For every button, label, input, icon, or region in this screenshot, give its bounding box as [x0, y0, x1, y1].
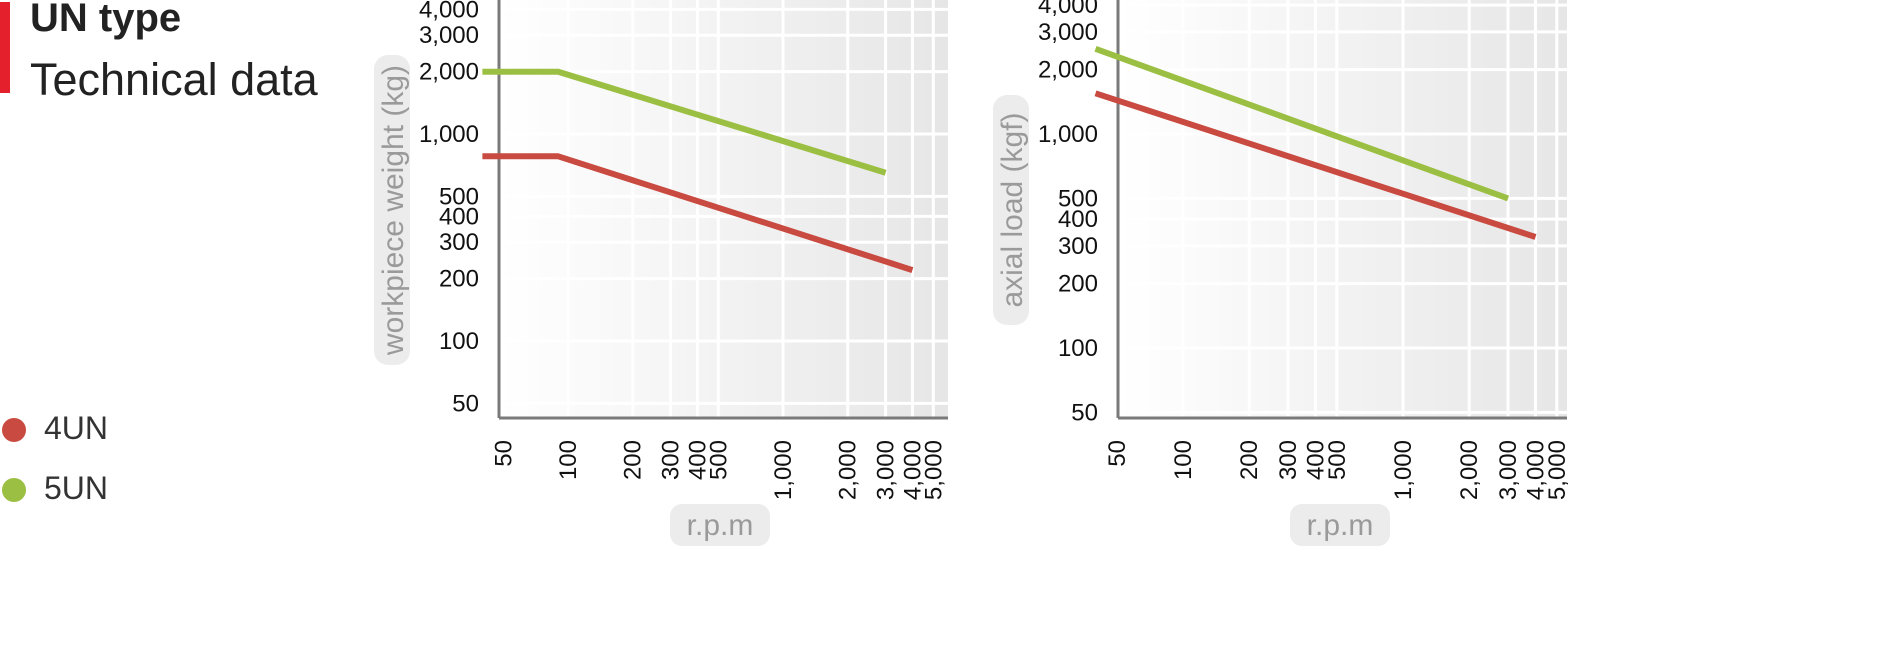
x-tick-label: 4,000	[1522, 440, 1549, 500]
y-tick-label: 3,000	[1038, 19, 1098, 46]
page-subtitle: Technical data	[30, 54, 318, 105]
x-tick-label: 500	[705, 440, 732, 480]
x-tick-label: 3,000	[1495, 440, 1522, 500]
page-title: UN type	[30, 0, 182, 40]
x-tick-label: 200	[1236, 440, 1263, 480]
x-tick-label: 300	[1275, 440, 1302, 480]
x-tick-label: 2,000	[1456, 440, 1483, 500]
series-line-4un	[1094, 90, 1537, 240]
y-tick-label: 500	[439, 183, 479, 210]
y-tick-label: 2,000	[1038, 57, 1098, 84]
series-line-4un	[482, 153, 914, 273]
x-tick-label: 50	[490, 440, 517, 467]
y-tick-label: 50	[452, 390, 479, 417]
x-tick-label: 400	[684, 440, 711, 480]
y-tick-label: 500	[1058, 185, 1098, 212]
x-axis-label-bg	[1290, 504, 1390, 546]
x-tick-label: 500	[1324, 440, 1351, 480]
y-tick-label: 300	[1058, 233, 1098, 260]
x-tick-label: 200	[620, 440, 647, 480]
x-axis-label-bg	[670, 504, 770, 546]
y-tick-label: 100	[1058, 335, 1098, 362]
x-tick-label: 1,000	[1390, 440, 1417, 500]
plot-background	[1118, 0, 1567, 418]
series-line-5un	[482, 68, 887, 176]
legend-item-4un: 4UN	[0, 410, 200, 450]
x-tick-label: 100	[1170, 440, 1197, 480]
y-tick-label: 1,000	[1038, 121, 1098, 148]
title-accent-bar	[0, 2, 10, 93]
x-tick-label: 4,000	[899, 440, 926, 500]
x-tick-label: 300	[658, 440, 685, 480]
x-tick-label: 2,000	[835, 440, 862, 500]
legend-dot-4un	[2, 418, 26, 442]
y-tick-label: 50	[1071, 399, 1098, 426]
series-line-5un	[1094, 45, 1510, 202]
y-tick-label: 200	[1058, 271, 1098, 298]
y-tick-label: 100	[439, 328, 479, 355]
y-tick-label: 300	[439, 229, 479, 256]
y-axis-label-bg	[993, 95, 1029, 325]
y-tick-label: 3,000	[419, 22, 479, 49]
x-tick-label: 5,000	[920, 440, 947, 500]
y-axis-label: axial load (kgf)	[996, 112, 1029, 307]
legend-dot-5un	[2, 478, 26, 502]
y-tick-label: 200	[439, 266, 479, 293]
x-axis-label: r.p.m	[687, 509, 754, 542]
legend-item-5un: 5UN	[0, 470, 200, 510]
y-tick-label: 2,000	[419, 59, 479, 86]
y-tick-label: 4,000	[419, 0, 479, 23]
x-tick-label: 400	[1302, 440, 1329, 480]
x-tick-label: 1,000	[770, 440, 797, 500]
y-tick-label: 400	[439, 203, 479, 230]
y-tick-label: 4,000	[1038, 0, 1098, 19]
x-tick-label: 50	[1104, 440, 1131, 467]
x-axis-label: r.p.m	[1307, 509, 1374, 542]
legend-label-5un: 5UN	[44, 470, 109, 506]
x-tick-label: 5,000	[1544, 440, 1571, 500]
x-tick-label: 100	[555, 440, 582, 480]
y-tick-label: 400	[1058, 206, 1098, 233]
x-tick-label: 3,000	[873, 440, 900, 500]
y-axis-label: workpiece weight (kg)	[377, 65, 410, 356]
y-tick-label: 1,000	[419, 121, 479, 148]
legend-label-4un: 4UN	[44, 410, 109, 446]
y-axis-label-bg	[374, 55, 410, 365]
